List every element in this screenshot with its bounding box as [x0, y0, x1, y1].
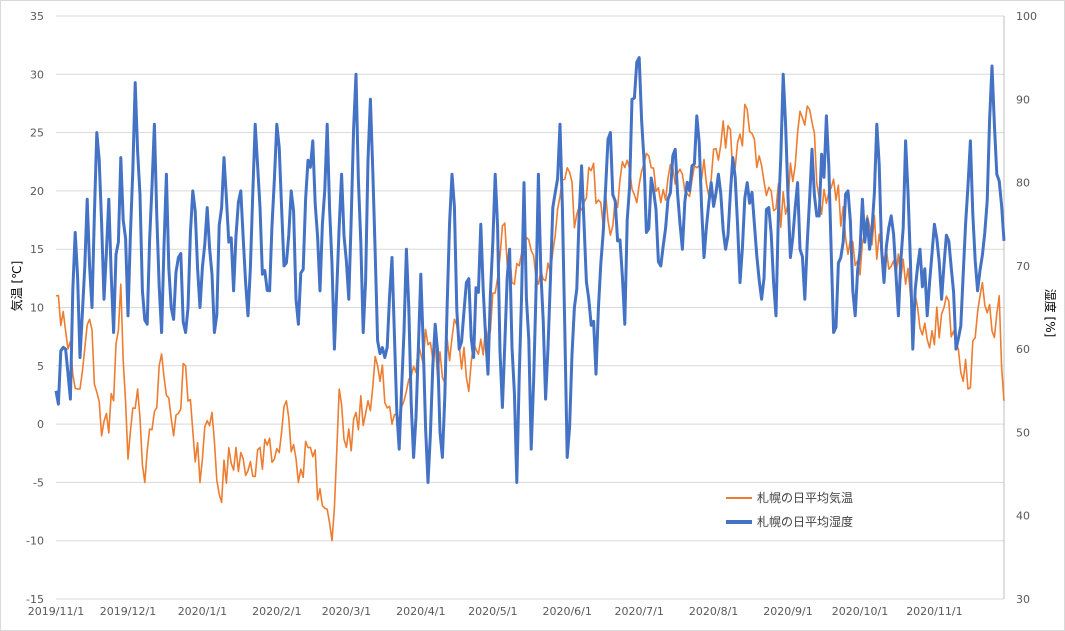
legend: 札幌の日平均気温 札幌の日平均湿度: [726, 490, 853, 529]
x-tick-label: 2020/3/1: [322, 605, 371, 618]
left-tick-label: 15: [30, 243, 44, 256]
x-tick-label: 2020/11/1: [906, 605, 962, 618]
left-y-axis: 35 30 25 20 15 10 5 0 -5 -10 -15: [26, 10, 44, 606]
right-tick-label: 50: [1016, 426, 1030, 439]
x-tick-label: 2020/1/1: [178, 605, 227, 618]
left-tick-label: 35: [30, 10, 44, 23]
right-tick-label: 60: [1016, 343, 1030, 356]
x-tick-label: 2020/5/1: [468, 605, 517, 618]
gridlines: [56, 15, 1004, 600]
x-tick-label: 2019/12/1: [100, 605, 156, 618]
right-tick-label: 90: [1016, 93, 1030, 106]
x-tick-label: 2020/8/1: [689, 605, 738, 618]
left-tick-label: 20: [30, 185, 44, 198]
legend-label-humidity: 札幌の日平均湿度: [757, 514, 853, 529]
right-tick-label: 30: [1016, 593, 1030, 606]
left-tick-label: -5: [33, 476, 44, 489]
right-tick-label: 40: [1016, 510, 1030, 523]
x-tick-label: 2020/9/1: [763, 605, 812, 618]
left-tick-label: 30: [30, 68, 44, 81]
right-tick-label: 70: [1016, 260, 1030, 273]
left-tick-label: 10: [30, 302, 44, 315]
x-tick-label: 2019/11/1: [28, 605, 84, 618]
x-tick-label: 2020/4/1: [396, 605, 445, 618]
left-tick-label: 5: [37, 360, 44, 373]
humidity-series-line: [54, 56, 1006, 484]
right-tick-label: 100: [1016, 10, 1037, 23]
left-tick-label: -15: [26, 593, 44, 606]
left-axis-title: 気温 [℃]: [9, 261, 24, 312]
right-axis-title: 湿度 [%]: [1043, 289, 1058, 338]
left-tick-label: 25: [30, 127, 44, 140]
right-tick-label: 80: [1016, 177, 1030, 190]
series-layer: [54, 56, 1006, 542]
x-tick-label: 2020/2/1: [252, 605, 301, 618]
x-axis: 2019/11/1 2019/12/1 2020/1/1 2020/2/1 2020/3…: [28, 605, 963, 618]
left-tick-label: -10: [26, 535, 44, 548]
legend-label-temperature: 札幌の日平均気温: [757, 490, 853, 505]
temperature-series-line: [55, 103, 1005, 542]
right-y-axis: 100 90 80 70 60 50 40 30: [1003, 10, 1037, 606]
x-tick-label: 2020/6/1: [542, 605, 591, 618]
left-tick-label: 0: [37, 418, 44, 431]
x-tick-label: 2020/7/1: [614, 605, 663, 618]
x-tick-label: 2020/10/1: [832, 605, 888, 618]
